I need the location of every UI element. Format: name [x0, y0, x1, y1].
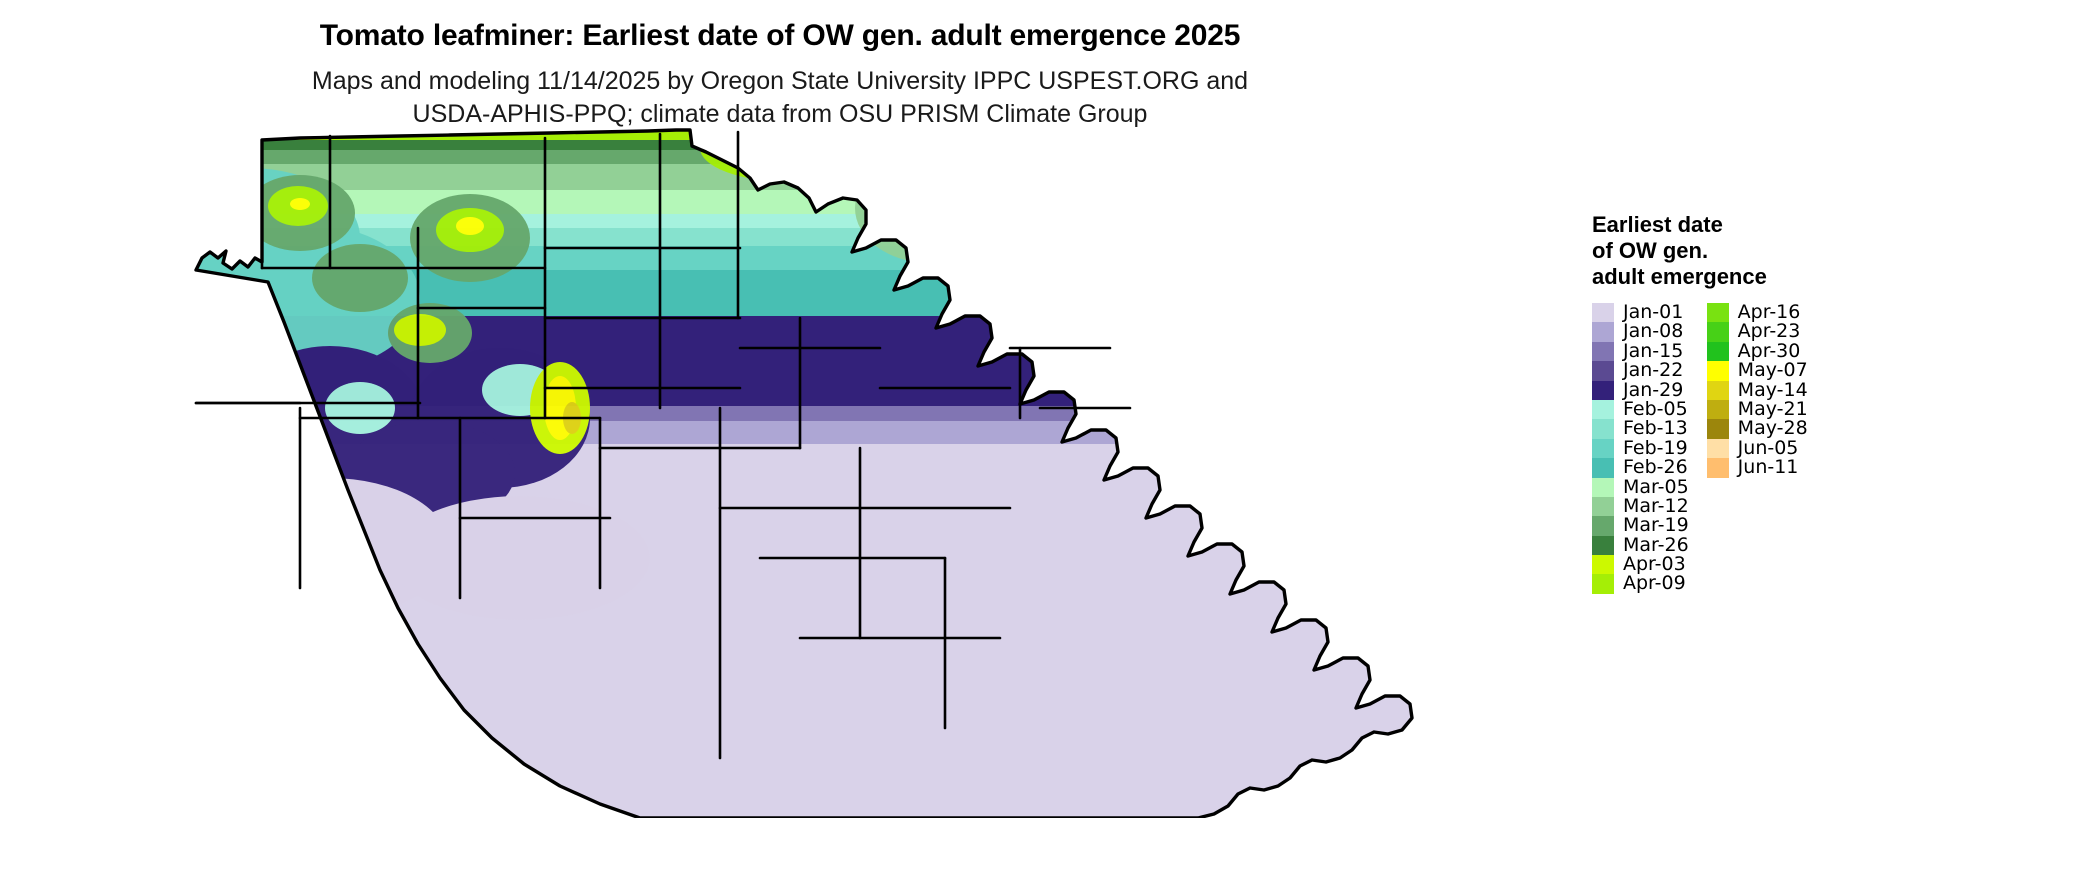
legend-columns: Jan-01 Jan-08 Jan-15 Jan-22 Jan-29 Feb-05 Feb-…: [1592, 301, 2012, 595]
legend-swatch: [1592, 496, 1614, 517]
legend-entry: Apr-03: [1592, 553, 1689, 576]
legend-label: Feb-26: [1623, 456, 1688, 479]
legend-label: Jan-29: [1623, 378, 1684, 401]
legend-entry: May-21: [1706, 397, 1808, 420]
legend-label: Jun-11: [1737, 456, 1799, 479]
legend-label: Feb-13: [1623, 417, 1688, 440]
legend-entry: Apr-30: [1706, 339, 1808, 362]
map-canvas: [194, 128, 1414, 818]
legend-swatch: [1592, 303, 1614, 323]
legend-entry: Apr-09: [1592, 572, 1689, 595]
legend-swatch: [1706, 361, 1729, 381]
legend-entry: Jun-11: [1706, 456, 1808, 479]
legend-label: Mar-26: [1623, 533, 1689, 556]
choropleth-bands: [194, 128, 1414, 818]
legend-label: Feb-05: [1623, 397, 1688, 420]
state-borders: [194, 130, 1132, 760]
legend-label: Mar-19: [1623, 514, 1689, 537]
legend-swatch: [1592, 399, 1614, 420]
legend-entry: Apr-23: [1706, 320, 1808, 343]
legend-swatch: [1592, 535, 1614, 556]
legend-swatch: [1706, 380, 1729, 400]
legend-swatch: [1592, 555, 1614, 575]
subtitle-line-1: Maps and modeling 11/14/2025 by Oregon S…: [311, 67, 1249, 95]
legend-swatch: [1706, 419, 1729, 439]
legend-swatch: [1706, 341, 1729, 362]
legend-entry: Feb-19: [1592, 436, 1689, 459]
legend-entry: Jan-15: [1592, 339, 1689, 362]
legend-label: May-14: [1737, 378, 1808, 401]
legend-label: Apr-16: [1737, 301, 1801, 323]
legend-label: Jan-15: [1623, 339, 1684, 362]
map-legend: Earliest date of OW gen. adult emergence…: [1592, 212, 2012, 594]
legend-label: Jan-08: [1623, 320, 1684, 343]
figure-subtitle: Maps and modeling 11/14/2025 by Oregon S…: [0, 65, 1560, 131]
legend-entry: May-28: [1706, 417, 1808, 440]
legend-label: Apr-30: [1737, 339, 1801, 362]
legend-swatch: [1592, 477, 1614, 497]
legend-swatch: [1706, 303, 1729, 323]
conus-choropleth-map: [0, 118, 1560, 818]
legend-entry: Jun-05: [1706, 436, 1808, 459]
legend-entry: Jan-22: [1592, 359, 1689, 382]
conus-border: [194, 128, 1414, 818]
figure-header: Tomato leafminer: Earliest date of OW ge…: [0, 0, 1560, 131]
legend-title: Earliest date of OW gen. adult emergence: [1592, 212, 2012, 290]
legend-label: Mar-12: [1623, 494, 1689, 517]
legend-entry: Mar-19: [1592, 514, 1689, 537]
legend-entry: Feb-05: [1592, 397, 1689, 420]
legend-swatch: [1592, 380, 1614, 400]
subtitle-line-2: USDA-APHIS-PPQ; climate data from OSU PR…: [412, 100, 1148, 128]
legend-label: Jun-05: [1737, 436, 1799, 459]
legend-column-2: Apr-16 Apr-23 Apr-30 May-07 May-14 May-21 May-…: [1706, 301, 1808, 594]
legend-label: Apr-09: [1623, 572, 1686, 595]
legend-swatch: [1706, 399, 1729, 420]
legend-swatch: [1592, 322, 1614, 342]
legend-swatch: [1706, 322, 1729, 342]
legend-swatch: [1592, 516, 1614, 536]
legend-label: Mar-05: [1623, 475, 1689, 498]
legend-label: Feb-19: [1623, 436, 1688, 459]
legend-entry: Jan-29: [1592, 378, 1689, 401]
legend-label: May-07: [1737, 359, 1808, 382]
legend-label: Apr-03: [1623, 553, 1686, 576]
legend-entry: Feb-26: [1592, 456, 1689, 479]
legend-title-line-3: adult emergence: [1592, 264, 1767, 289]
legend-swatch: [1592, 341, 1614, 362]
legend-entry: May-14: [1706, 378, 1808, 401]
legend-label: Jan-22: [1623, 359, 1684, 382]
legend-swatch: [1592, 419, 1614, 439]
legend-label: Jan-01: [1623, 301, 1684, 323]
legend-title-line-2: of OW gen.: [1592, 238, 1709, 263]
legend-entry: Mar-26: [1592, 533, 1689, 556]
legend-entry: May-07: [1706, 359, 1808, 382]
legend-entry: Mar-12: [1592, 494, 1689, 517]
legend-swatch: [1706, 438, 1729, 459]
legend-entry: Jan-01: [1592, 301, 1689, 323]
legend-entry: Mar-05: [1592, 475, 1689, 498]
legend-swatch: [1592, 458, 1614, 478]
page-title: Tomato leafminer: Earliest date of OW ge…: [319, 19, 1241, 52]
legend-swatch: [1592, 361, 1614, 381]
legend-entry: Apr-16: [1706, 301, 1808, 323]
legend-label: Apr-23: [1737, 320, 1801, 343]
legend-swatch: [1592, 574, 1614, 594]
legend-title-line-1: Earliest date: [1592, 212, 1723, 237]
legend-entry: Feb-13: [1592, 417, 1689, 440]
legend-swatch: [1706, 458, 1729, 478]
legend-label: May-21: [1737, 397, 1808, 420]
legend-swatch: [1592, 438, 1614, 459]
legend-label: May-28: [1737, 417, 1808, 440]
legend-entry: Jan-08: [1592, 320, 1689, 343]
legend-column-1: Jan-01 Jan-08 Jan-15 Jan-22 Jan-29 Feb-05 Feb-…: [1592, 301, 1689, 595]
